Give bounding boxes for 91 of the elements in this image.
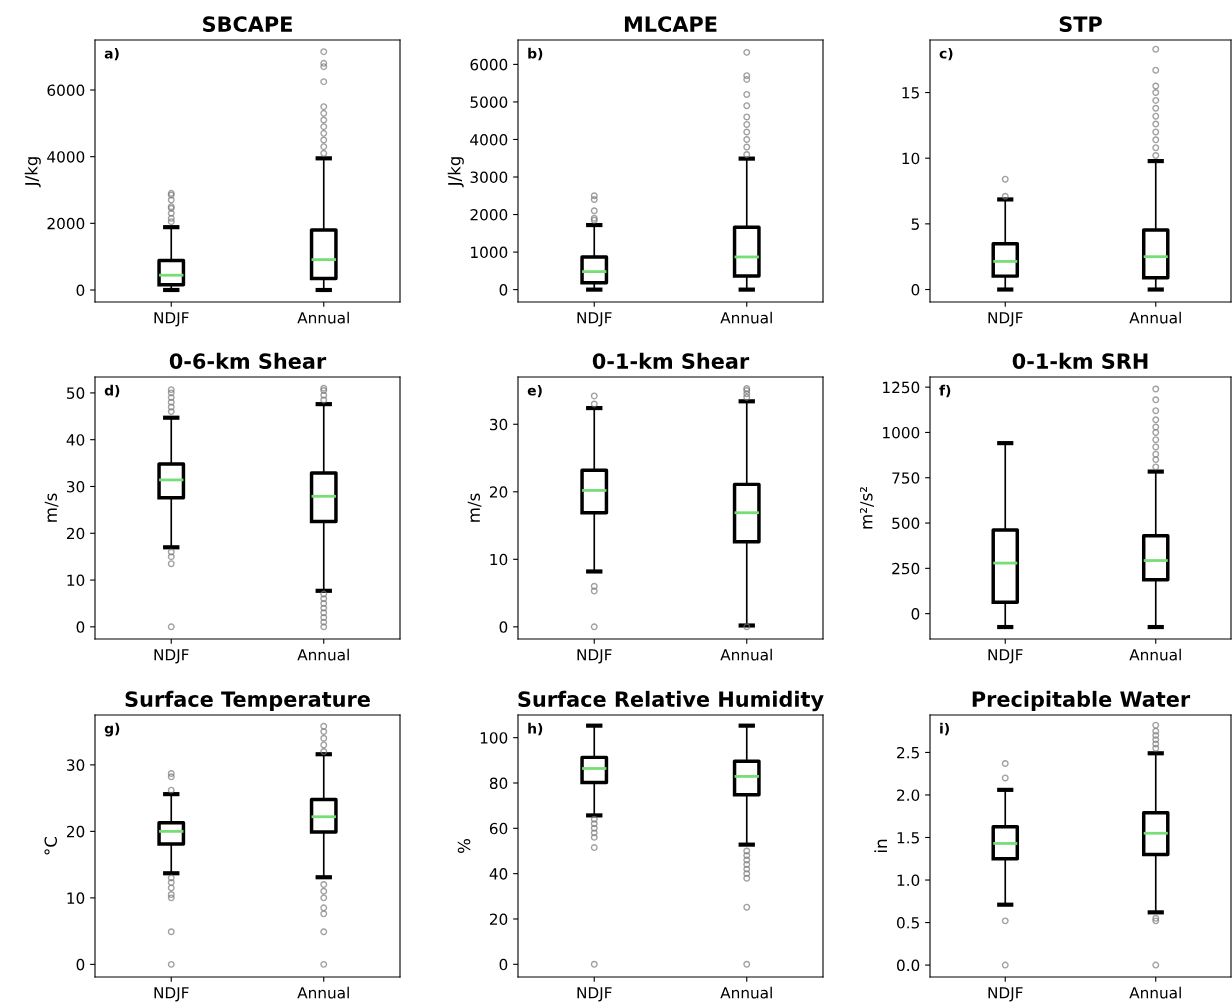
y-tick-label: 0: [76, 621, 85, 633]
y-tick-label: 40: [66, 434, 85, 446]
x-tick-label: Annual: [297, 311, 349, 324]
x-tick-label: Annual: [297, 648, 349, 661]
y-tick-label: 0: [911, 608, 920, 620]
y-tick-label: 4000: [470, 133, 508, 146]
x-tick-label: Annual: [720, 986, 772, 999]
y-tick-label: 40: [489, 868, 508, 880]
x-tick-label: Annual: [1129, 311, 1181, 324]
y-axis-title: %: [457, 839, 471, 853]
chart-title: STP: [1059, 16, 1102, 32]
x-tick-label: Annual: [1129, 986, 1181, 999]
y-tick-label: 30: [67, 759, 85, 771]
x-tick-label: Annual: [1129, 648, 1181, 661]
chart-title: SBCAPE: [203, 16, 292, 32]
y-tick-label: 250: [892, 562, 920, 575]
y-tick-label: 2000: [470, 209, 508, 221]
y-tick-label: 750: [892, 472, 920, 484]
y-tick-label: 60: [489, 822, 508, 835]
x-tick-label: Annual: [720, 311, 772, 324]
x-tick-label: NDJF: [988, 312, 1023, 327]
y-tick-label: 6000: [470, 58, 508, 71]
y-tick-label: 30: [490, 418, 508, 431]
y-tick-label: 20: [66, 527, 85, 540]
chart-title: 0-1-km Shear: [592, 352, 750, 369]
x-tick-label: NDJF: [988, 987, 1023, 1002]
annotation: g): [104, 722, 120, 737]
y-tick-label: 1250: [883, 381, 920, 394]
x-tick-label: Annual: [297, 986, 349, 999]
chart-title: Surface Temperature: [125, 690, 370, 711]
y-tick-label: 5000: [470, 96, 508, 108]
chart-title: Precipitable Water: [972, 690, 1191, 711]
y-axis-title: m/s: [44, 493, 59, 522]
y-tick-label: 0: [76, 284, 85, 297]
y-tick-label: 1.5: [897, 832, 919, 844]
y-tick-label: 2.0: [897, 789, 920, 801]
y-tick-label: 4000: [47, 151, 85, 163]
y-tick-label: 0: [499, 621, 508, 633]
y-axis-title: °C: [44, 836, 58, 855]
y-tick-label: 10: [67, 574, 85, 587]
x-tick-label: NDJF: [154, 312, 189, 327]
y-tick-label: 80: [489, 777, 508, 790]
annotation: c): [939, 47, 953, 61]
y-tick-label: 500: [892, 517, 920, 530]
y-tick-label: 0: [911, 283, 920, 296]
x-tick-label: NDJF: [154, 649, 189, 664]
y-tick-label: 5: [911, 218, 919, 230]
x-tick-label: NDJF: [154, 987, 189, 1002]
y-tick-label: 0: [499, 284, 508, 296]
y-tick-label: 10: [490, 553, 508, 566]
y-axis-title: in: [874, 839, 887, 853]
annotation: e): [527, 384, 542, 398]
y-tick-label: 0.5: [896, 917, 919, 929]
y-tick-label: 15: [902, 87, 919, 99]
y-axis-title: m/s: [467, 493, 482, 522]
chart-title: 0-6-km Shear: [169, 352, 327, 369]
y-tick-label: 1000: [883, 426, 920, 439]
y-tick-label: 0.0: [896, 959, 920, 972]
y-tick-label: 100: [480, 732, 508, 744]
y-tick-label: 50: [67, 387, 85, 399]
y-axis-title: J/kg: [447, 157, 464, 188]
y-tick-label: 2000: [47, 217, 85, 230]
y-tick-label: 30: [67, 480, 85, 493]
y-tick-label: 0: [76, 958, 85, 971]
y-tick-label: 1.0: [897, 874, 920, 887]
y-tick-label: 10: [902, 152, 920, 165]
annotation: i): [940, 722, 949, 736]
y-axis-title: J/kg: [24, 157, 41, 188]
y-tick-label: 20: [489, 486, 508, 498]
y-tick-label: 3000: [470, 171, 508, 184]
y-tick-label: 1000: [471, 246, 508, 259]
x-tick-label: NDJF: [577, 649, 612, 664]
x-tick-label: NDJF: [988, 649, 1023, 664]
y-tick-label: 0: [499, 958, 508, 971]
annotation: f): [939, 384, 951, 398]
annotation: d): [104, 384, 120, 398]
annotation: a): [104, 47, 119, 61]
x-tick-label: NDJF: [577, 987, 612, 1002]
y-tick-label: 6000: [47, 84, 85, 97]
y-tick-label: 20: [489, 913, 508, 925]
annotation: h): [528, 722, 543, 736]
y-tick-label: 20: [66, 825, 85, 838]
x-tick-label: NDJF: [577, 312, 612, 327]
chart-title: MLCAPE: [624, 16, 717, 32]
y-tick-label: 2.5: [897, 746, 919, 759]
annotation: b): [528, 47, 543, 61]
x-tick-label: Annual: [720, 648, 772, 661]
y-tick-label: 10: [67, 892, 85, 904]
chart-title: 0-1-km SRH: [1012, 352, 1148, 369]
y-axis-title: m²/s²: [860, 487, 874, 529]
chart-title: Surface Relative Humidity: [518, 690, 824, 712]
